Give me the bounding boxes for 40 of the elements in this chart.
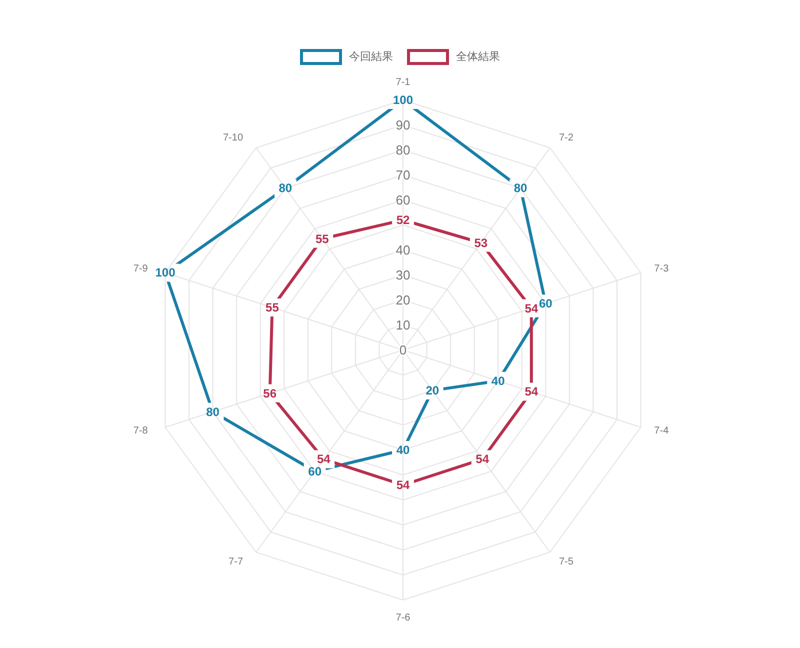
data-label: 100 [392,93,414,107]
y-tick-label: 10 [396,318,410,332]
spoke-label: 7-2 [559,132,574,144]
data-label: 54 [524,301,538,316]
spoke-label: 7-6 [396,612,411,624]
legend-label: 今回結果 [349,51,393,63]
data-label: 80 [278,181,292,196]
data-label: 20 [426,383,440,398]
spoke-label: 7-3 [654,264,670,275]
spoke-label: 7-10 [222,132,244,144]
data-label: 40 [491,374,506,388]
data-label: 53 [474,236,488,250]
spoke-label: 7-5 [559,556,574,568]
legend-label: 全体結果 [456,51,500,63]
data-label: 54 [524,384,538,399]
y-tick-label: 30 [396,268,410,282]
data-label: 52 [396,213,410,227]
data-label: 80 [206,404,220,419]
data-label: 54 [476,452,490,466]
data-label: 56 [263,386,277,400]
spoke-label: 7-7 [228,556,244,568]
y-tick-label: 80 [396,142,410,158]
data-label: 100 [155,266,176,280]
spoke-label: 7-8 [133,425,148,436]
data-label: 80 [514,181,528,196]
y-tick-label: 20 [396,292,410,308]
data-label: 60 [308,464,322,478]
data-label: 55 [266,300,280,315]
data-label: 60 [538,296,553,311]
data-label: 54 [396,478,410,492]
data-label: 54 [316,452,331,466]
spoke-label: 7-1 [396,77,411,88]
y-tick-label: 60 [396,192,410,208]
y-tick-label: 90 [396,118,410,132]
data-label: 55 [316,232,330,246]
spoke-label: 7-4 [654,425,670,436]
y-tick-label: 40 [396,242,410,258]
spoke-label: 7-9 [133,264,148,275]
y-tick-label: 0 [399,342,407,358]
y-tick-label: 70 [396,168,410,182]
